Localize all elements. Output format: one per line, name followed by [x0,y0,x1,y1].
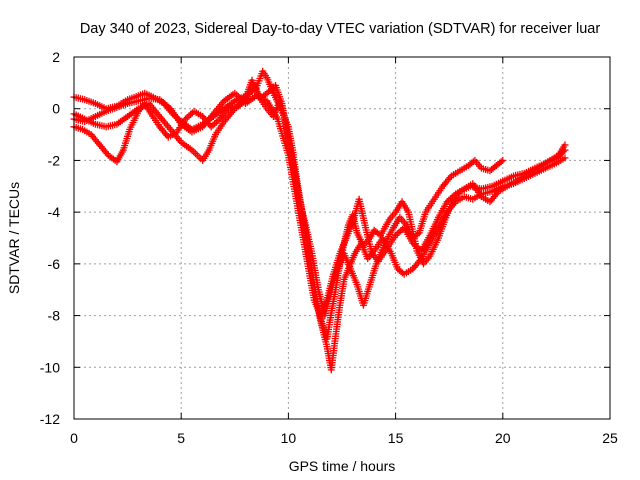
data-point [191,150,199,158]
data-point [499,156,507,164]
x-tick-label: 20 [495,430,511,446]
y-tick-label: -6 [48,256,61,272]
data-point [193,151,201,159]
series-4 [70,89,569,320]
x-tick-label: 0 [70,430,78,446]
x-axis-label: GPS time / hours [289,458,396,474]
data-point [183,114,191,122]
data-point [414,230,422,238]
data-point [185,112,193,120]
data-points [70,67,569,374]
chart-title: Day 340 of 2023, Sidereal Day-to-day VTE… [80,21,601,37]
data-point [397,227,405,235]
tick-labels: 0 5 10 15 20 25 -12 -10 -8 -6 -4 -2 0 2 [40,49,618,446]
x-tick-label: 5 [177,430,185,446]
grid [74,57,610,419]
y-tick-label: 2 [52,49,60,65]
y-tick-label: 0 [52,101,60,117]
plot-frame [73,56,611,420]
y-tick-label: -8 [48,308,61,324]
x-tick-label: 25 [602,430,618,446]
data-point [393,230,401,238]
data-point [195,153,203,161]
y-tick-label: -10 [40,359,60,375]
y-tick-label: -12 [40,411,60,427]
y-axis-label: SDTVAR / TECUs [6,182,22,294]
y-tick-label: -2 [48,152,61,168]
x-tick-label: 10 [281,430,297,446]
data-point [561,141,569,149]
series-2 [70,81,569,374]
axis-ticks [73,56,611,420]
y-tick-label: -4 [48,204,61,220]
data-point [561,154,569,162]
data-point [497,158,505,166]
data-point [395,228,403,236]
x-tick-label: 15 [388,430,404,446]
